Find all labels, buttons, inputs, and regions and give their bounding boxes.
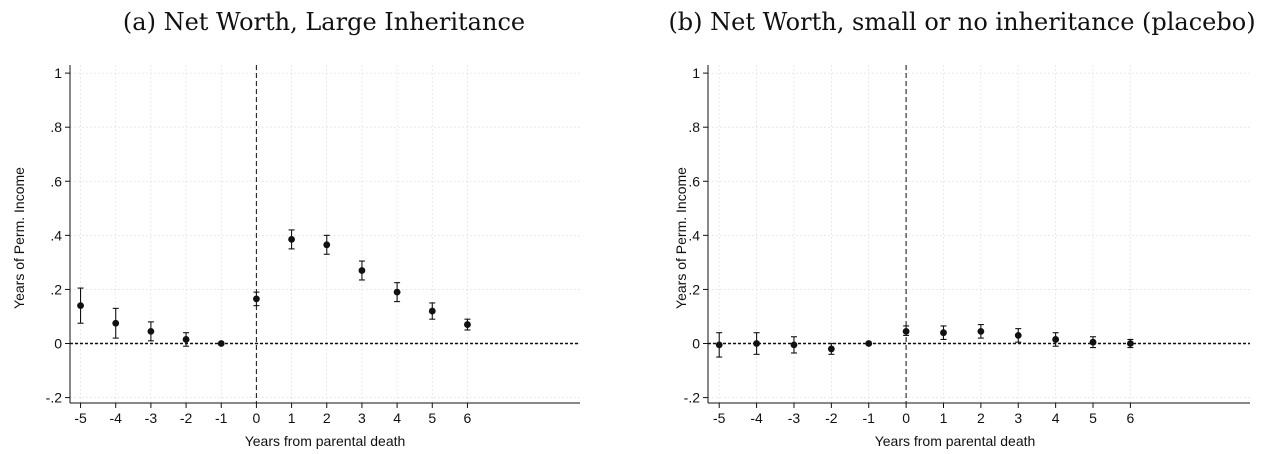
panel-b-y-axis-title: Years of Perm. Income: [673, 167, 689, 309]
panel-a-x-tick-label: 3: [358, 410, 366, 426]
panel-b-y-tick-label: .2: [688, 281, 700, 297]
panel-b-x-tick-label: 2: [977, 410, 985, 426]
panel-a-y-tick-label: -.2: [46, 390, 63, 406]
panel-a-y-tick-label: 0: [54, 336, 62, 352]
panel-a-data-point: [428, 307, 436, 315]
panel-a-y-axis-title: Years of Perm. Income: [11, 167, 27, 309]
panel-a-data-point: [393, 288, 401, 296]
panel-a-data-point: [358, 267, 366, 274]
panel-b-y-tick-label: .8: [688, 119, 700, 135]
panel-b-data-point: [1089, 338, 1097, 346]
panel-b-x-tick-label: 5: [1089, 410, 1097, 426]
panel-b-x-tick-label: -5: [713, 410, 726, 426]
panel-a-y-tick-label: .4: [50, 227, 62, 243]
panel-b-title: (b) Net Worth, small or no inheritance (…: [668, 8, 1255, 36]
panel-b-data-point: [827, 345, 835, 353]
panel-b-x-tick-label: 0: [902, 410, 910, 426]
panel-a-data-point: [323, 241, 331, 249]
panel-a-x-tick-label: 0: [253, 410, 261, 426]
panel-a-x-tick-label: 2: [323, 410, 331, 426]
panel-b: (b) Net Worth, small or no inheritance (…: [668, 8, 1255, 449]
panel-a-x-tick-label: 5: [428, 410, 436, 426]
panel-b-data-point: [977, 327, 985, 335]
panel-a-x-axis-title: Years from parental death: [245, 433, 406, 449]
panel-b-data-point: [940, 329, 947, 337]
panel-b-y-tick-label: -.2: [684, 390, 701, 406]
panel-a-y-tick-label: .2: [50, 281, 62, 297]
panel-a-x-tick-label: -2: [180, 410, 193, 426]
panel-a-x-tick-label: 1: [288, 410, 296, 426]
panel-b-x-tick-label: 4: [1052, 410, 1060, 426]
panel-a: (a) Net Worth, Large Inheritance Years o…: [11, 8, 580, 449]
panel-a-data-point: [217, 340, 225, 347]
panel-a-data-point: [77, 302, 84, 310]
panel-b-x-axis-title: Years from parental death: [875, 433, 1036, 449]
panel-a-y-tick-label: 1: [54, 65, 62, 81]
panel-b-data-point: [753, 340, 760, 347]
panel-b-data-point: [715, 341, 723, 349]
panel-b-data-point: [865, 340, 873, 347]
panel-a-y-tick-label: .6: [50, 173, 62, 189]
panel-a-data-point: [464, 321, 471, 328]
panel-a-x-tick-label: -5: [74, 410, 87, 426]
panel-a-x-tick-label: -1: [215, 410, 228, 426]
panel-a-y-tick-label: .8: [50, 119, 62, 135]
panel-b-data-point: [1052, 336, 1060, 343]
panel-a-data-point: [182, 336, 190, 343]
panel-b-x-tick-label: 6: [1126, 410, 1134, 426]
panel-b-x-tick-label: -4: [750, 410, 763, 426]
panel-b-y-tick-label: .4: [688, 227, 700, 243]
panel-b-x-tick-label: -3: [788, 410, 801, 426]
panel-b-y-tick-label: 1: [692, 65, 700, 81]
panel-b-data-point: [1014, 332, 1022, 339]
panel-b-x-tick-label: -2: [825, 410, 838, 426]
panel-b-data-point: [790, 341, 798, 349]
panel-b-y-tick-label: .6: [688, 173, 700, 189]
panel-a-data-point: [288, 236, 295, 243]
panel-a-x-tick-label: -3: [145, 410, 158, 426]
panel-a-data-point: [147, 327, 155, 335]
panel-a-title: (a) Net Worth, Large Inheritance: [123, 8, 525, 36]
panel-a-x-tick-label: 4: [393, 410, 401, 426]
panel-b-x-tick-label: 1: [940, 410, 948, 426]
panel-a-x-tick-label: -4: [109, 410, 122, 426]
panel-b-y-tick-label: 0: [692, 336, 700, 352]
panel-a-data-point: [112, 319, 120, 327]
panel-b-x-tick-label: -1: [863, 410, 876, 426]
panel-a-x-tick-label: 6: [464, 410, 472, 426]
panel-a-data-point: [253, 295, 260, 303]
panel-b-data-point: [902, 327, 910, 335]
panel-b-data-point: [1126, 340, 1134, 347]
panel-b-x-tick-label: 3: [1014, 410, 1022, 426]
